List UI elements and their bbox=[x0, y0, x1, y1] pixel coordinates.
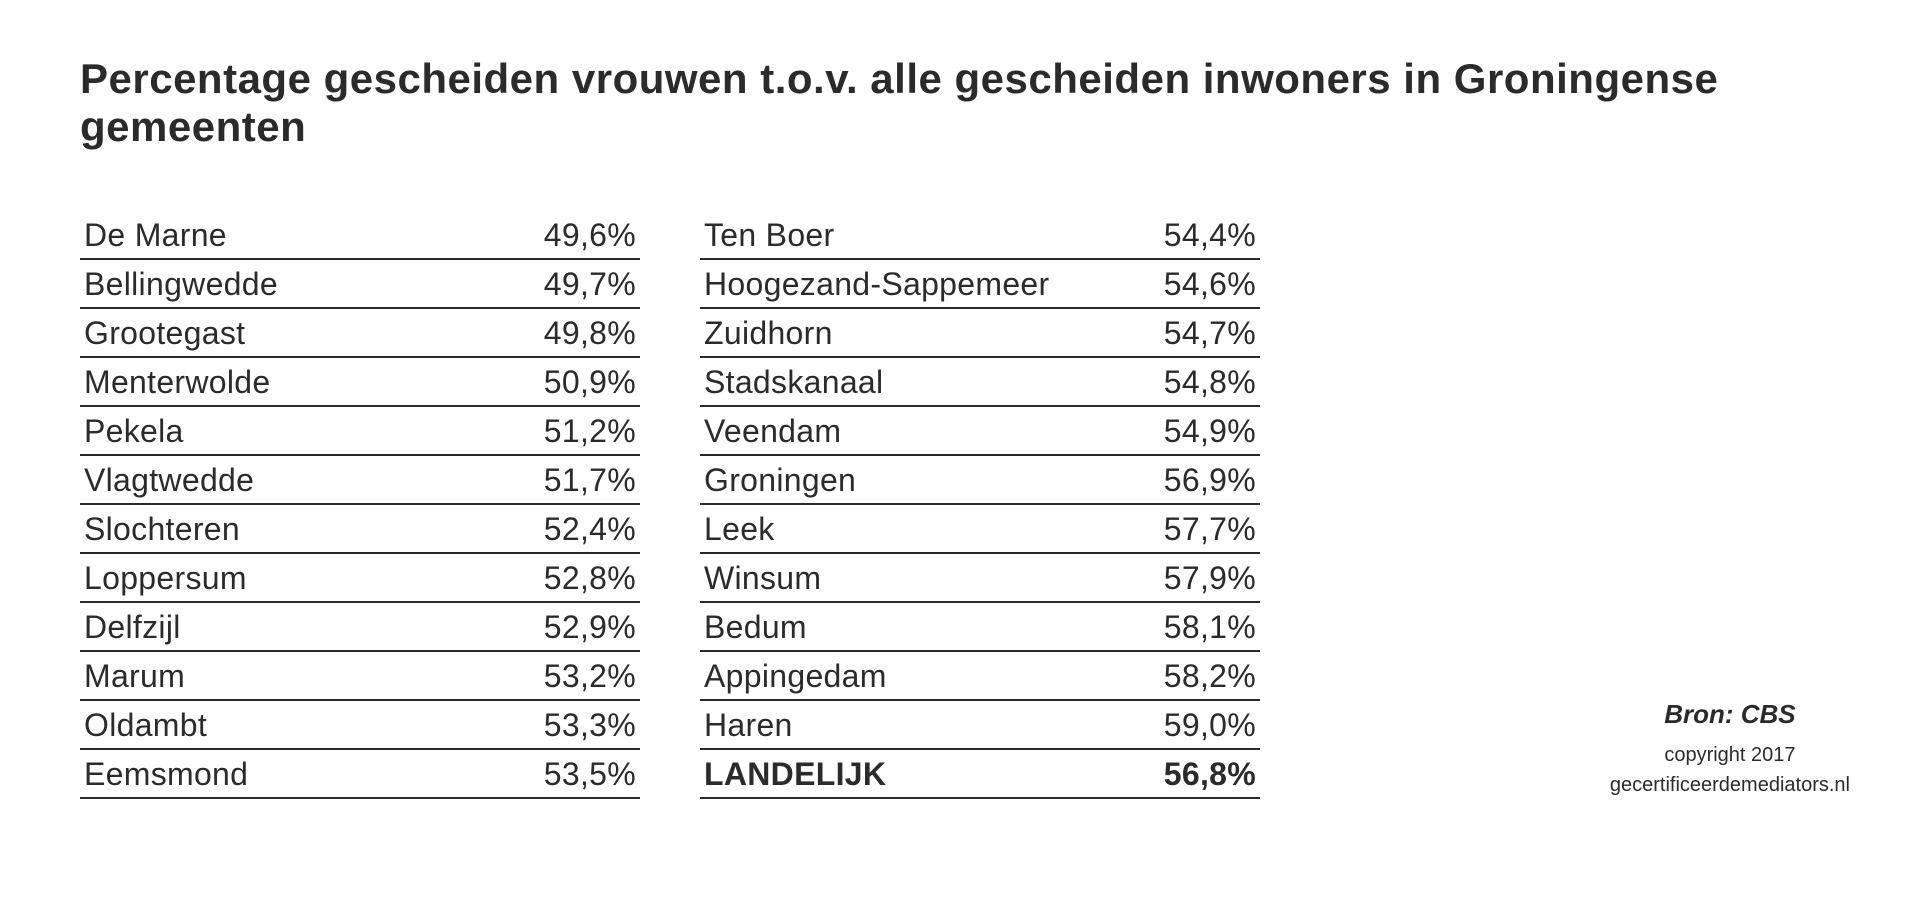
row-value: 52,4% bbox=[544, 511, 636, 548]
table-row: Bedum 58,1% bbox=[700, 603, 1260, 652]
table-row: Oldambt 53,3% bbox=[80, 701, 640, 750]
row-label: Haren bbox=[704, 707, 793, 744]
table-row: Grootegast 49,8% bbox=[80, 309, 640, 358]
table-row: Eemsmond 53,5% bbox=[80, 750, 640, 799]
row-label: Eemsmond bbox=[84, 756, 248, 793]
table-row: Loppersum 52,8% bbox=[80, 554, 640, 603]
row-label: LANDELIJK bbox=[704, 756, 886, 793]
table-row: Delfzijl 52,9% bbox=[80, 603, 640, 652]
row-value: 58,1% bbox=[1164, 609, 1256, 646]
row-label: Menterwolde bbox=[84, 364, 271, 401]
table-row: Menterwolde 50,9% bbox=[80, 358, 640, 407]
table-row: Zuidhorn 54,7% bbox=[700, 309, 1260, 358]
table-row: Marum 53,2% bbox=[80, 652, 640, 701]
row-label: Hoogezand-Sappemeer bbox=[704, 266, 1049, 303]
table-row: Vlagtwedde 51,7% bbox=[80, 456, 640, 505]
row-label: Grootegast bbox=[84, 315, 245, 352]
row-value: 57,7% bbox=[1164, 511, 1256, 548]
row-label: Bellingwedde bbox=[84, 266, 278, 303]
row-label: Bedum bbox=[704, 609, 807, 646]
footer-site: gecertificeerdemediators.nl bbox=[1610, 770, 1850, 800]
table-row: LANDELIJK 56,8% bbox=[700, 750, 1260, 799]
row-label: Pekela bbox=[84, 413, 184, 450]
row-label: Groningen bbox=[704, 462, 856, 499]
page-title: Percentage gescheiden vrouwen t.o.v. all… bbox=[80, 55, 1920, 151]
row-label: Delfzijl bbox=[84, 609, 181, 646]
row-label: Winsum bbox=[704, 560, 821, 597]
row-value: 50,9% bbox=[544, 364, 636, 401]
row-value: 49,6% bbox=[544, 217, 636, 254]
table-row: Ten Boer 54,4% bbox=[700, 211, 1260, 260]
row-value: 59,0% bbox=[1164, 707, 1256, 744]
table-row: Appingedam 58,2% bbox=[700, 652, 1260, 701]
table-row: Veendam 54,9% bbox=[700, 407, 1260, 456]
row-value: 56,9% bbox=[1164, 462, 1256, 499]
row-value: 54,9% bbox=[1164, 413, 1256, 450]
row-value: 54,6% bbox=[1164, 266, 1256, 303]
row-value: 49,7% bbox=[544, 266, 636, 303]
row-label: Loppersum bbox=[84, 560, 247, 597]
row-value: 54,4% bbox=[1164, 217, 1256, 254]
table-row: Bellingwedde 49,7% bbox=[80, 260, 640, 309]
row-label: Slochteren bbox=[84, 511, 240, 548]
row-value: 54,7% bbox=[1164, 315, 1256, 352]
row-value: 52,9% bbox=[544, 609, 636, 646]
row-label: Stadskanaal bbox=[704, 364, 883, 401]
footer-copyright: copyright 2017 bbox=[1610, 740, 1850, 770]
row-value: 52,8% bbox=[544, 560, 636, 597]
table-row: Stadskanaal 54,8% bbox=[700, 358, 1260, 407]
table-row: De Marne 49,6% bbox=[80, 211, 640, 260]
row-value: 54,8% bbox=[1164, 364, 1256, 401]
row-label: Vlagtwedde bbox=[84, 462, 254, 499]
row-value: 49,8% bbox=[544, 315, 636, 352]
row-label: Veendam bbox=[704, 413, 841, 450]
row-label: Marum bbox=[84, 658, 185, 695]
row-value: 57,9% bbox=[1164, 560, 1256, 597]
row-value: 58,2% bbox=[1164, 658, 1256, 695]
table-row: Winsum 57,9% bbox=[700, 554, 1260, 603]
row-label: De Marne bbox=[84, 217, 227, 254]
table-row: Slochteren 52,4% bbox=[80, 505, 640, 554]
row-value: 53,3% bbox=[544, 707, 636, 744]
footer-source: Bron: CBS bbox=[1610, 695, 1850, 734]
row-label: Appingedam bbox=[704, 658, 887, 695]
row-label: Leek bbox=[704, 511, 775, 548]
table-column-right: Ten Boer 54,4% Hoogezand-Sappemeer 54,6% Zui… bbox=[700, 211, 1260, 799]
table-column-left: De Marne 49,6% Bellingwedde 49,7% Grootegast… bbox=[80, 211, 640, 799]
row-value: 51,7% bbox=[544, 462, 636, 499]
row-label: Ten Boer bbox=[704, 217, 834, 254]
row-value: 53,2% bbox=[544, 658, 636, 695]
row-value: 51,2% bbox=[544, 413, 636, 450]
row-label: Zuidhorn bbox=[704, 315, 833, 352]
table-row: Hoogezand-Sappemeer 54,6% bbox=[700, 260, 1260, 309]
row-value: 56,8% bbox=[1164, 756, 1256, 793]
page: Percentage gescheiden vrouwen t.o.v. all… bbox=[0, 0, 1920, 900]
footer-block: Bron: CBS copyright 2017 gecertificeerde… bbox=[1610, 695, 1850, 800]
row-label: Oldambt bbox=[84, 707, 207, 744]
table-row: Haren 59,0% bbox=[700, 701, 1260, 750]
table-row: Leek 57,7% bbox=[700, 505, 1260, 554]
table-row: Pekela 51,2% bbox=[80, 407, 640, 456]
row-value: 53,5% bbox=[544, 756, 636, 793]
table-row: Groningen 56,9% bbox=[700, 456, 1260, 505]
